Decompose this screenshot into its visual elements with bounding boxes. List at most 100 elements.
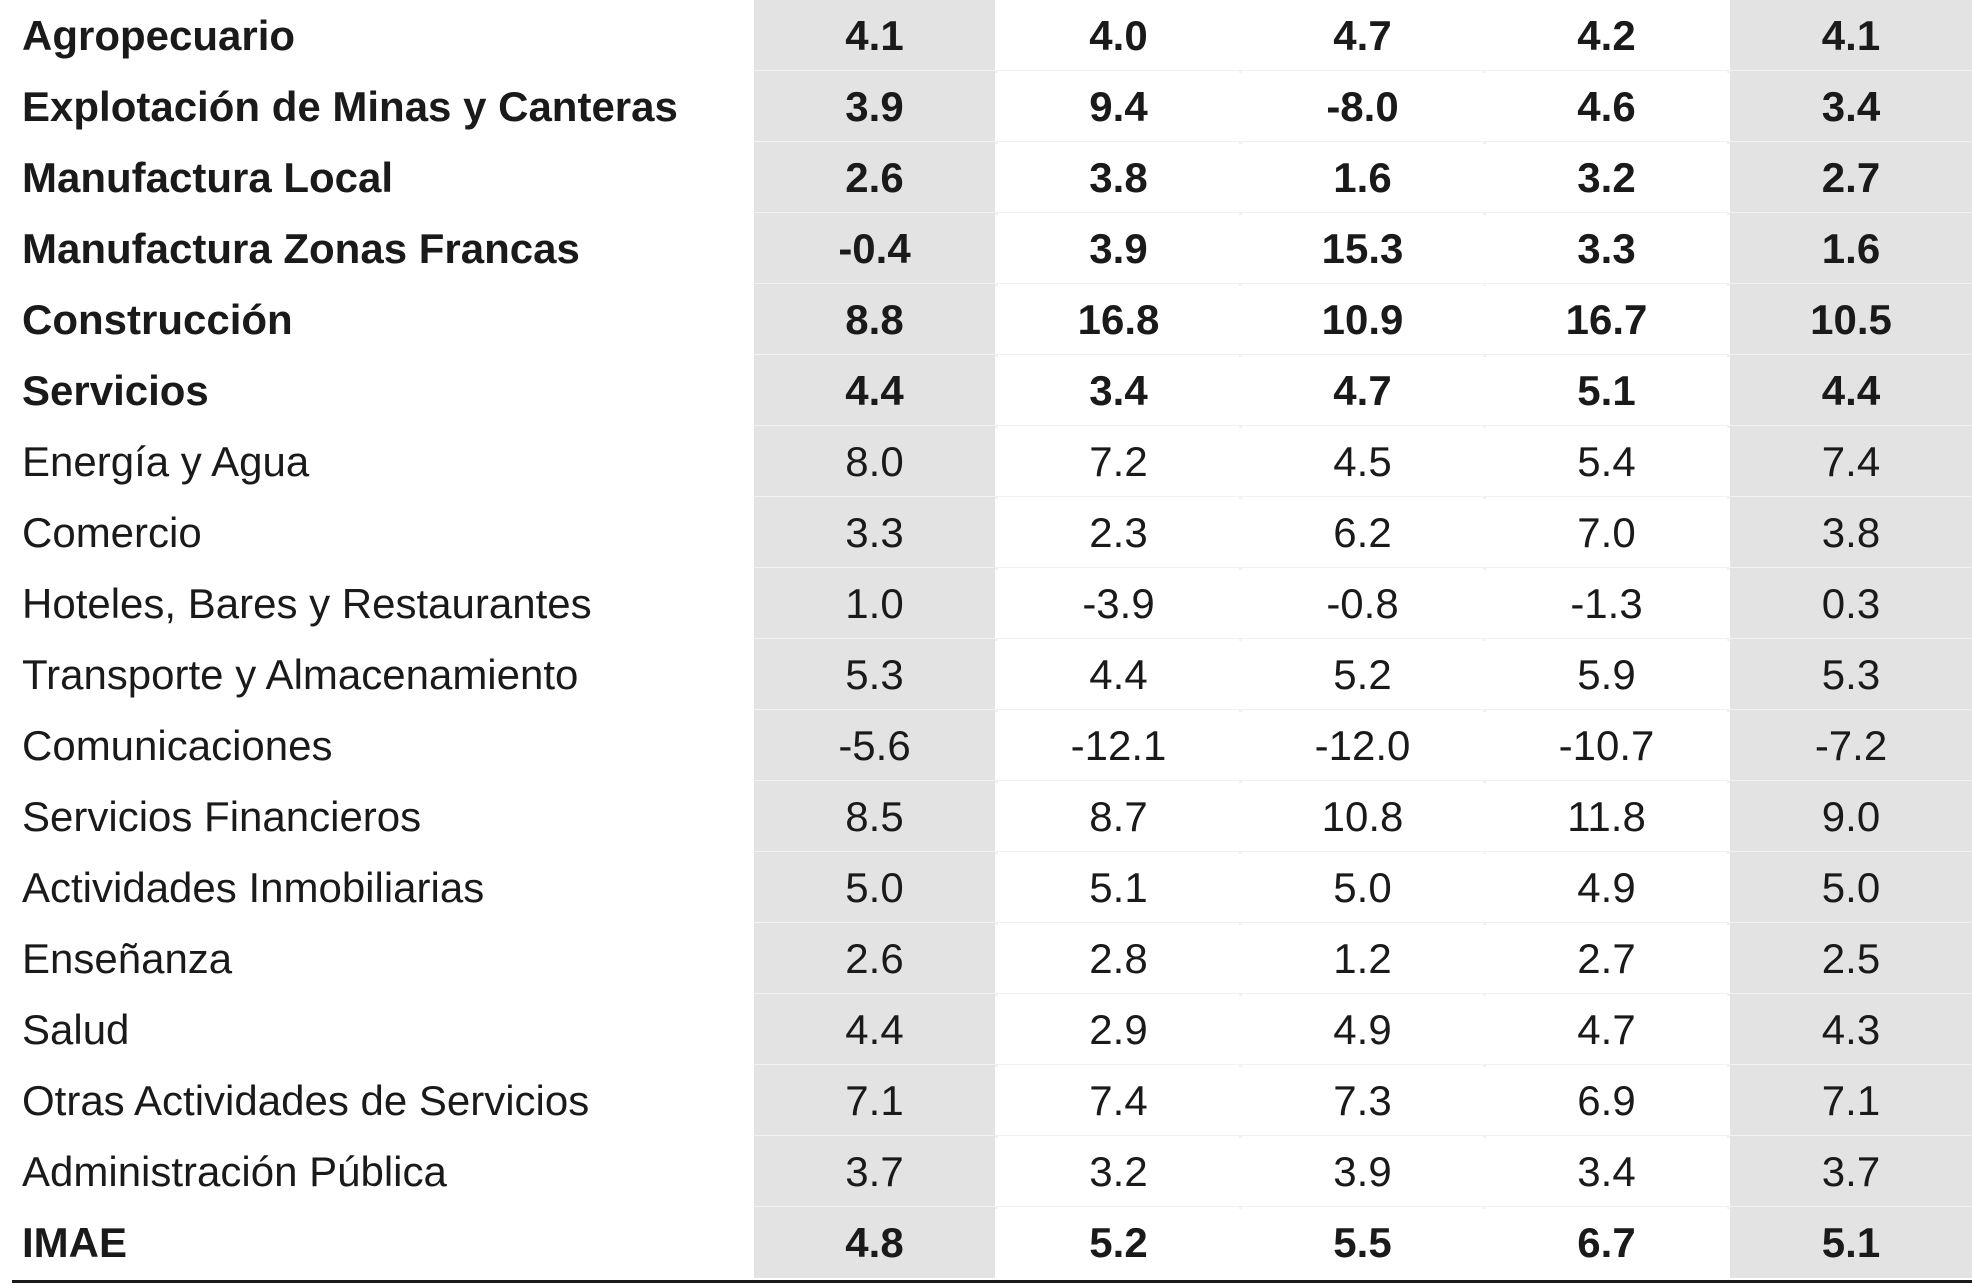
table-cell: 5.3 bbox=[1730, 639, 1972, 710]
table-cell: 4.1 bbox=[1730, 0, 1972, 71]
row-label: Manufactura Local bbox=[22, 154, 394, 201]
table-cell: -1.3 bbox=[1486, 568, 1727, 639]
table-row: Actividades Inmobiliarias 5.0 5.1 5.0 4.9 5.0 bbox=[0, 852, 1972, 923]
table-cell: 4.5 bbox=[1242, 426, 1483, 497]
table-cell: 3.8 bbox=[998, 142, 1239, 213]
table-cell: 1.0 bbox=[754, 568, 995, 639]
row-label: Construcción bbox=[22, 296, 293, 343]
table-cell: 4.4 bbox=[1730, 355, 1972, 426]
table-cell: 3.7 bbox=[1730, 1136, 1972, 1207]
table-cell: 5.4 bbox=[1486, 426, 1727, 497]
table-row: Servicios 4.4 3.4 4.7 5.1 4.4 bbox=[0, 355, 1972, 426]
table-cell: 1.6 bbox=[1242, 142, 1483, 213]
table-cell: 5.0 bbox=[1242, 852, 1483, 923]
table-cell: 5.1 bbox=[1486, 355, 1727, 426]
table-cell: -12.1 bbox=[998, 710, 1239, 781]
row-label: IMAE bbox=[22, 1219, 127, 1266]
row-label: Administración Pública bbox=[22, 1148, 447, 1195]
table-row: Manufactura Zonas Francas -0.4 3.9 15.3 3.3 1… bbox=[0, 213, 1972, 284]
table-cell: 16.8 bbox=[998, 284, 1239, 355]
row-label: Energía y Agua bbox=[22, 438, 310, 485]
table-cell: 6.2 bbox=[1242, 497, 1483, 568]
table-cell: 8.5 bbox=[754, 781, 995, 852]
table-cell: 1.6 bbox=[1730, 213, 1972, 284]
table-cell: 16.7 bbox=[1486, 284, 1727, 355]
table-cell: 3.4 bbox=[1730, 71, 1972, 142]
table-cell: 5.1 bbox=[1730, 1207, 1972, 1278]
table-cell: 8.0 bbox=[754, 426, 995, 497]
table-row: Energía y Agua 8.0 7.2 4.5 5.4 7.4 bbox=[0, 426, 1972, 497]
table-row: Manufactura Local 2.6 3.8 1.6 3.2 2.7 bbox=[0, 142, 1972, 213]
table-row: Comercio 3.3 2.3 6.2 7.0 3.8 bbox=[0, 497, 1972, 568]
table-cell: 10.5 bbox=[1730, 284, 1972, 355]
table-cell: -12.0 bbox=[1242, 710, 1483, 781]
table-row: Hoteles, Bares y Restaurantes 1.0 -3.9 -0.8… bbox=[0, 568, 1972, 639]
table-row: Enseñanza 2.6 2.8 1.2 2.7 2.5 bbox=[0, 923, 1972, 994]
table-cell: 4.4 bbox=[754, 994, 995, 1065]
row-label: Salud bbox=[22, 1006, 130, 1053]
row-label: Hoteles, Bares y Restaurantes bbox=[22, 580, 592, 627]
table-cell: 2.3 bbox=[998, 497, 1239, 568]
table-cell: -0.4 bbox=[754, 213, 995, 284]
table-cell: 2.6 bbox=[754, 142, 995, 213]
row-label: Agropecuario bbox=[22, 12, 296, 59]
table-cell: 2.8 bbox=[998, 923, 1239, 994]
table-cell: 3.3 bbox=[754, 497, 995, 568]
table-cell: 7.4 bbox=[1730, 426, 1972, 497]
table-cell: 4.7 bbox=[1486, 994, 1727, 1065]
row-label: Manufactura Zonas Francas bbox=[22, 225, 580, 272]
row-label: Explotación de Minas y Canteras bbox=[22, 83, 678, 130]
table-row: Otras Actividades de Servicios 7.1 7.4 7.3 6… bbox=[0, 1065, 1972, 1136]
table-cell: 4.4 bbox=[998, 639, 1239, 710]
table-row: Salud 4.4 2.9 4.9 4.7 4.3 bbox=[0, 994, 1972, 1065]
table-cell: 3.9 bbox=[754, 71, 995, 142]
table-cell: 0.3 bbox=[1730, 568, 1972, 639]
table-cell: 8.8 bbox=[754, 284, 995, 355]
table-cell: 11.8 bbox=[1486, 781, 1727, 852]
table-cell: 2.5 bbox=[1730, 923, 1972, 994]
table-cell: 6.7 bbox=[1486, 1207, 1727, 1278]
table-cell: 3.2 bbox=[998, 1136, 1239, 1207]
table-cell: 5.2 bbox=[1242, 639, 1483, 710]
table-cell: -0.8 bbox=[1242, 568, 1483, 639]
row-label: Comercio bbox=[22, 509, 202, 556]
table-cell: 9.4 bbox=[998, 71, 1239, 142]
table-cell: 7.2 bbox=[998, 426, 1239, 497]
table-bottom-rule bbox=[12, 1280, 1972, 1283]
table-cell: 5.0 bbox=[1730, 852, 1972, 923]
table-cell: 2.7 bbox=[1730, 142, 1972, 213]
row-label: Otras Actividades de Servicios bbox=[22, 1077, 590, 1124]
table-cell: -7.2 bbox=[1730, 710, 1972, 781]
table-row: Agropecuario 4.1 4.0 4.7 4.2 4.1 bbox=[0, 0, 1972, 71]
table-cell: 4.3 bbox=[1730, 994, 1972, 1065]
table-cell: 10.9 bbox=[1242, 284, 1483, 355]
table-cell: 4.7 bbox=[1242, 0, 1483, 71]
row-label: Enseñanza bbox=[22, 935, 233, 982]
table-cell: 3.9 bbox=[998, 213, 1239, 284]
table-cell: 9.0 bbox=[1730, 781, 1972, 852]
table-cell: 4.2 bbox=[1486, 0, 1727, 71]
table-cell: 4.7 bbox=[1242, 355, 1483, 426]
table-cell: 7.3 bbox=[1242, 1065, 1483, 1136]
table-cell: -10.7 bbox=[1486, 710, 1727, 781]
table-cell: 5.1 bbox=[998, 852, 1239, 923]
table-cell: 3.3 bbox=[1486, 213, 1727, 284]
table-cell: 5.2 bbox=[998, 1207, 1239, 1278]
table-row: Comunicaciones -5.6 -12.1 -12.0 -10.7 -7.2 bbox=[0, 710, 1972, 781]
table-cell: 3.2 bbox=[1486, 142, 1727, 213]
table-cell: 3.9 bbox=[1242, 1136, 1483, 1207]
table-cell: 3.8 bbox=[1730, 497, 1972, 568]
row-label: Actividades Inmobiliarias bbox=[22, 864, 485, 911]
table-cell: 4.8 bbox=[754, 1207, 995, 1278]
table-cell: 4.9 bbox=[1486, 852, 1727, 923]
table-cell: -8.0 bbox=[1242, 71, 1483, 142]
table-cell: 2.7 bbox=[1486, 923, 1727, 994]
table-cell: 7.1 bbox=[1730, 1065, 1972, 1136]
table-row: Explotación de Minas y Canteras 3.9 9.4 -8.… bbox=[0, 71, 1972, 142]
table-cell: 4.9 bbox=[1242, 994, 1483, 1065]
table-cell: 4.0 bbox=[998, 0, 1239, 71]
table-row: Construcción 8.8 16.8 10.9 16.7 10.5 bbox=[0, 284, 1972, 355]
table-cell: 7.4 bbox=[998, 1065, 1239, 1136]
row-label: Servicios Financieros bbox=[22, 793, 422, 840]
table-cell: 7.0 bbox=[1486, 497, 1727, 568]
